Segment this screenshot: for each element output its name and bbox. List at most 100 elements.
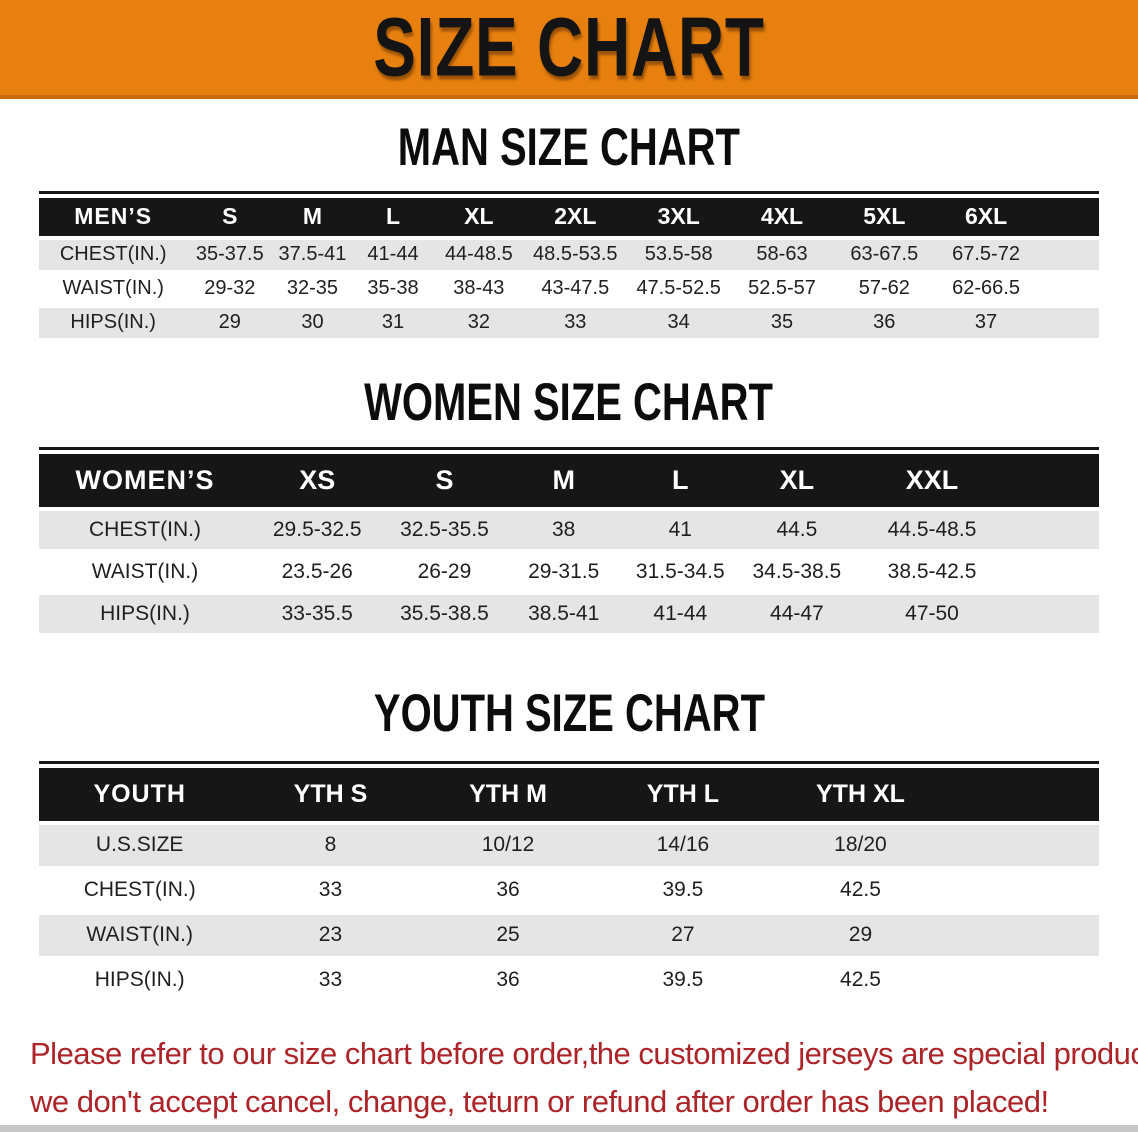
table-row: WAIST(IN.) 23.5-26 26-29 29-31.5 31.5-34.5 34… — [39, 553, 1099, 591]
row-label: CHEST(IN.) — [39, 511, 251, 549]
size-value-cell: 35-37.5 — [187, 239, 273, 270]
size-column-header: YTH XL — [770, 767, 951, 821]
women-size-section: WOMEN SIZE CHART WOMEN’S XS S M L XL XXL CHEST(… — [0, 371, 1138, 638]
men-section-heading: MAN SIZE CHART — [397, 117, 741, 177]
size-value-cell: 62-66.5 — [935, 273, 1037, 304]
men-size-table: MEN’S S M L XL 2XL 3XL 4XL 5XL 6XL CHEST(IN.) 35-37… — [39, 194, 1099, 342]
size-value-cell: 53.5-58 — [626, 239, 732, 270]
table-row: HIPS(IN.) 29 30 31 32 33 34 35 36 37 — [39, 307, 1099, 338]
row-label: CHEST(IN.) — [39, 239, 188, 270]
size-value-cell: 38-43 — [433, 273, 525, 304]
table-row: HIPS(IN.) 33-35.5 35.5-38.5 38.5-41 41-44 44-… — [39, 595, 1099, 633]
size-value-cell: 27 — [595, 914, 771, 956]
row-filler — [950, 959, 1099, 1001]
size-column-header: M — [505, 454, 622, 507]
size-value-cell: 58-63 — [731, 239, 833, 270]
header-filler — [950, 767, 1099, 821]
size-column-header: 2XL — [524, 197, 627, 236]
men-header-row: MEN’S S M L XL 2XL 3XL 4XL 5XL 6XL — [39, 197, 1099, 236]
row-filler — [1008, 511, 1099, 549]
header-filler — [1008, 454, 1099, 507]
size-value-cell: 18/20 — [770, 824, 951, 866]
size-column-header: XL — [738, 454, 856, 507]
size-value-cell: 36 — [832, 307, 936, 338]
size-value-cell: 42.5 — [770, 869, 951, 911]
size-value-cell: 39.5 — [595, 959, 771, 1001]
size-value-cell: 33 — [240, 959, 421, 1001]
size-value-cell: 38 — [505, 511, 622, 549]
size-value-cell: 41-44 — [352, 239, 434, 270]
size-column-header: M — [272, 197, 353, 236]
size-value-cell: 26-29 — [383, 553, 506, 591]
row-label: HIPS(IN.) — [39, 959, 241, 1001]
size-value-cell: 42.5 — [770, 959, 951, 1001]
women-section-heading: WOMEN SIZE CHART — [364, 371, 774, 432]
size-column-header: 6XL — [935, 197, 1037, 236]
size-value-cell: 32-35 — [272, 273, 353, 304]
size-value-cell: 38.5-41 — [505, 595, 622, 633]
size-column-header: L — [621, 454, 739, 507]
size-value-cell: 10/12 — [420, 824, 596, 866]
men-size-table-wrap: MEN’S S M L XL 2XL 3XL 4XL 5XL 6XL CHEST(IN.) 35-37… — [39, 190, 1099, 342]
size-value-cell: 44.5-48.5 — [855, 511, 1009, 549]
women-size-table: WOMEN’S XS S M L XL XXL CHEST(IN.) 29.5-32.5 32.5… — [39, 450, 1099, 637]
row-label: CHEST(IN.) — [39, 869, 241, 911]
size-value-cell: 29.5-32.5 — [251, 511, 384, 549]
size-value-cell: 37.5-41 — [272, 239, 353, 270]
size-column-header: XXL — [855, 454, 1009, 507]
size-column-header: YTH L — [595, 767, 771, 821]
row-label: HIPS(IN.) — [39, 307, 188, 338]
order-policy-note: Please refer to our size chart before or… — [0, 1030, 1138, 1126]
women-group-label: WOMEN’S — [39, 454, 251, 507]
header-filler — [1036, 197, 1099, 236]
women-size-table-wrap: WOMEN’S XS S M L XL XXL CHEST(IN.) 29.5-32.5 32.5… — [39, 447, 1099, 637]
row-filler — [1036, 273, 1099, 304]
youth-size-table-wrap: YOUTH YTH S YTH M YTH L YTH XL U.S.SIZE 8 10/12… — [39, 760, 1099, 1005]
size-value-cell: 29-31.5 — [505, 553, 622, 591]
row-filler — [950, 914, 1099, 956]
size-value-cell: 37 — [935, 307, 1037, 338]
bottom-edge-strip — [0, 1125, 1138, 1132]
order-policy-line-2: we don't accept cancel, change, teturn o… — [30, 1083, 1049, 1119]
size-value-cell: 63-67.5 — [832, 239, 936, 270]
size-chart-banner: SIZE CHART — [0, 0, 1138, 99]
row-label: U.S.SIZE — [39, 824, 241, 866]
size-column-header: S — [187, 197, 273, 236]
men-size-section: MAN SIZE CHART MEN’S S M L XL 2XL 3XL 4XL 5XL 6XL… — [0, 117, 1138, 342]
size-value-cell: 35-38 — [352, 273, 434, 304]
row-filler — [1036, 307, 1099, 338]
size-column-header: YTH S — [240, 767, 421, 821]
size-value-cell: 34.5-38.5 — [738, 553, 856, 591]
row-label: WAIST(IN.) — [39, 553, 251, 591]
size-value-cell: 52.5-57 — [731, 273, 833, 304]
youth-header-row: YOUTH YTH S YTH M YTH L YTH XL — [39, 767, 1099, 821]
size-value-cell: 23 — [240, 914, 421, 956]
size-value-cell: 41-44 — [621, 595, 739, 633]
size-value-cell: 25 — [420, 914, 596, 956]
row-filler — [1036, 239, 1099, 270]
row-filler — [950, 824, 1099, 866]
size-value-cell: 29 — [187, 307, 273, 338]
row-filler — [950, 869, 1099, 911]
table-row: CHEST(IN.) 35-37.5 37.5-41 41-44 44-48.5 48.5… — [39, 239, 1099, 270]
size-value-cell: 29-32 — [187, 273, 273, 304]
size-value-cell: 23.5-26 — [251, 553, 384, 591]
size-value-cell: 29 — [770, 914, 951, 956]
order-policy-line-1: Please refer to our size chart before or… — [30, 1035, 1138, 1071]
size-value-cell: 35.5-38.5 — [383, 595, 506, 633]
size-value-cell: 67.5-72 — [935, 239, 1037, 270]
size-value-cell: 41 — [621, 511, 739, 549]
youth-size-table: YOUTH YTH S YTH M YTH L YTH XL U.S.SIZE 8 10/12… — [39, 764, 1099, 1005]
size-column-header: 3XL — [626, 197, 732, 236]
table-row: WAIST(IN.) 29-32 32-35 35-38 38-43 43-47.5 47.… — [39, 273, 1099, 304]
youth-section-heading: YOUTH SIZE CHART — [373, 683, 765, 743]
youth-size-section: YOUTH SIZE CHART YOUTH YTH S YTH M YTH L YTH… — [0, 683, 1138, 1005]
size-value-cell: 38.5-42.5 — [855, 553, 1009, 591]
women-header-row: WOMEN’S XS S M L XL XXL — [39, 454, 1099, 507]
size-value-cell: 32 — [433, 307, 525, 338]
size-value-cell: 35 — [731, 307, 833, 338]
size-value-cell: 32.5-35.5 — [383, 511, 506, 549]
table-row: WAIST(IN.) 23 25 27 29 — [39, 914, 1099, 956]
size-value-cell: 47-50 — [855, 595, 1009, 633]
